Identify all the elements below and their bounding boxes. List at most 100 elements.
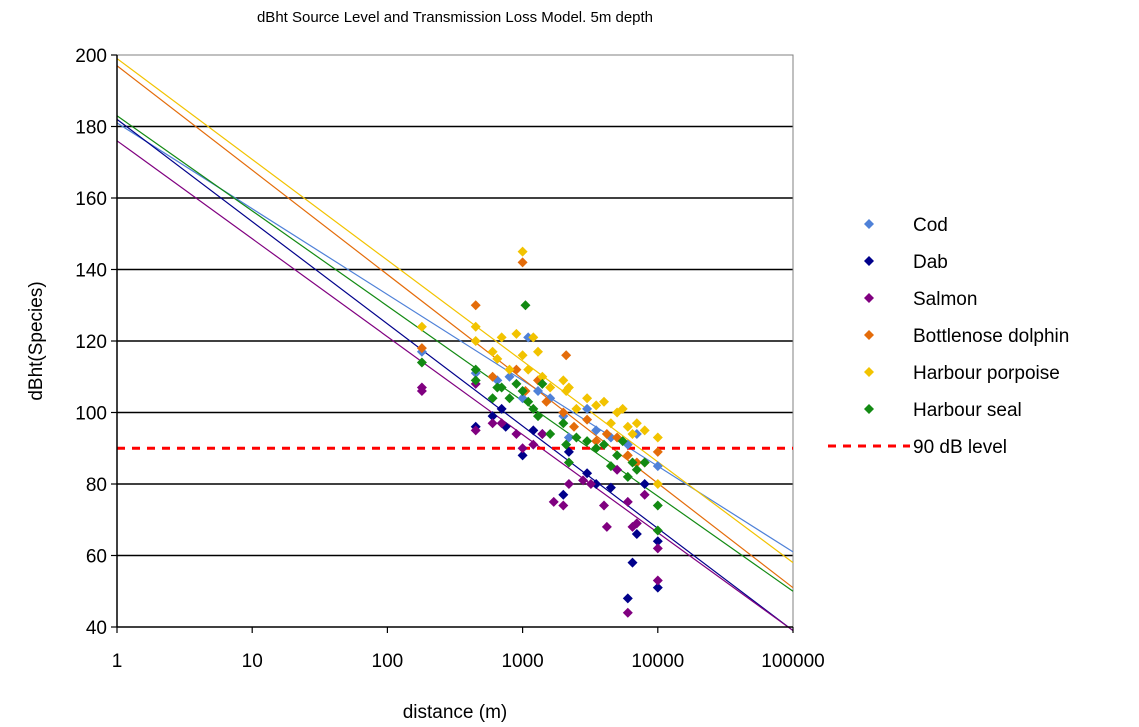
harbour-porpoise-point: [511, 328, 522, 339]
legend: Cod Dab Salmon Bottlenose dolphin Harbour po…: [828, 215, 1069, 458]
legend-harbour-porpoise-label: Harbour porpoise: [913, 363, 1060, 384]
harbour-porpoise-point: [470, 336, 481, 346]
harbour-seal-point: [652, 500, 663, 511]
salmon-point: [639, 489, 650, 500]
harbour-seal-point: [504, 393, 515, 404]
cod-point: [504, 371, 515, 382]
y-ticks: 40 60 80 100 120 140 160 180 200: [75, 46, 117, 639]
y-tick-label: 60: [86, 547, 107, 568]
harbour-seal-point: [639, 457, 650, 468]
x-tick-label: 10000: [631, 651, 684, 672]
cod-point: [652, 461, 663, 472]
harbour-porpoise-point: [605, 418, 616, 429]
bottlenose-dolphin-point: [652, 446, 663, 457]
harbour-porpoise-point: [537, 371, 548, 382]
cod-point: [523, 332, 534, 343]
harbour-seal-point: [652, 525, 663, 536]
plot-area: [116, 54, 794, 632]
legend-harbour-seal-marker: [864, 404, 874, 414]
harbour-porpoise-point: [598, 396, 609, 407]
salmon-point: [578, 475, 589, 486]
x-tick-label: 10: [242, 651, 263, 672]
salmon-point: [470, 425, 481, 436]
y-tick-label: 100: [75, 404, 107, 425]
legend-harbour-porpoise-marker: [864, 367, 874, 377]
harbour-seal-point: [416, 357, 427, 368]
y-tick-label: 120: [75, 332, 107, 353]
harbour-seal-point: [520, 300, 531, 311]
dab-point: [605, 482, 616, 493]
harbour-seal-point: [631, 464, 642, 475]
dab-point: [622, 593, 633, 604]
harbour-porpoise-point: [631, 418, 642, 429]
y-tick-label: 180: [75, 118, 107, 139]
x-tick-label: 100: [372, 651, 404, 672]
harbour-seal-point: [528, 403, 539, 414]
chart-title: dBht Source Level and Transmission Loss …: [257, 9, 653, 26]
salmon-point: [537, 428, 548, 439]
harbour-seal-point: [523, 396, 534, 407]
harbour-seal-point: [582, 436, 593, 447]
harbour-porpoise-point: [652, 432, 663, 443]
harbour-seal-point: [517, 386, 528, 397]
legend-cod-label: Cod: [913, 215, 948, 236]
harbour-seal-point: [470, 375, 481, 386]
axes: 40 60 80 100 120 140 160 180 200 1 10 100 1000 10000…: [75, 46, 824, 672]
harbour-porpoise-point: [622, 421, 633, 432]
bottlenose-dolphin-point: [622, 450, 633, 461]
bottlenose-dolphin-point: [601, 428, 612, 439]
bottlenose-dolphin-point: [569, 421, 580, 432]
bottlenose-dolphin-point: [541, 396, 552, 407]
y-tick-label: 40: [86, 618, 107, 639]
dab-point: [591, 479, 602, 489]
salmon-point: [487, 418, 498, 429]
dab-point: [528, 425, 539, 436]
harbour-seal-point: [598, 439, 609, 450]
y-tick-label: 200: [75, 46, 107, 67]
harbour-seal-point: [511, 378, 522, 389]
bottlenose-dolphin-trendline: [116, 65, 794, 589]
bottlenose-dolphin-point: [416, 343, 427, 354]
x-ticks: 1 10 100 1000 10000 100000: [112, 627, 825, 672]
y-axis-label: dBht(Species): [26, 281, 47, 400]
y-tick-label: 80: [86, 475, 107, 496]
x-tick-label: 1000: [501, 651, 543, 672]
dab-point: [627, 557, 638, 568]
harbour-porpoise-point: [492, 353, 503, 364]
legend-salmon-marker: [864, 293, 874, 303]
salmon-point: [601, 521, 612, 532]
trendlines: [116, 58, 794, 632]
data-points: [416, 246, 663, 618]
harbour-porpoise-point: [470, 321, 481, 332]
salmon-point: [622, 496, 633, 507]
harbour-porpoise-point: [563, 382, 574, 393]
legend-dab-label: Dab: [913, 252, 948, 273]
salmon-point: [622, 607, 633, 618]
salmon-point: [511, 428, 522, 439]
dab-point: [639, 479, 650, 489]
dab-point: [487, 411, 498, 422]
harbour-seal-point: [496, 382, 507, 393]
dab-point: [582, 468, 593, 479]
dab-point: [517, 450, 528, 461]
bottlenose-dolphin-point: [487, 371, 498, 382]
salmon-point: [416, 386, 427, 397]
harbour-seal-point: [558, 418, 569, 429]
harbour-porpoise-point: [582, 393, 593, 404]
harbour-seal-point: [627, 457, 638, 468]
harbour-seal-trendline: [116, 115, 794, 592]
harbour-seal-point: [545, 428, 556, 439]
harbour-porpoise-point: [571, 403, 582, 414]
legend-dab-marker: [864, 256, 874, 266]
harbour-porpoise-point: [528, 332, 539, 343]
harbour-porpoise-point: [517, 246, 528, 257]
gridlines: [117, 125, 793, 557]
dab-point: [652, 536, 663, 547]
bottlenose-dolphin-point: [511, 364, 522, 375]
cod-point: [582, 403, 593, 414]
legend-salmon-label: Salmon: [913, 289, 977, 310]
harbour-seal-point: [617, 436, 628, 447]
salmon-point: [598, 500, 609, 511]
legend-bottlenose-dolphin-marker: [864, 330, 874, 340]
